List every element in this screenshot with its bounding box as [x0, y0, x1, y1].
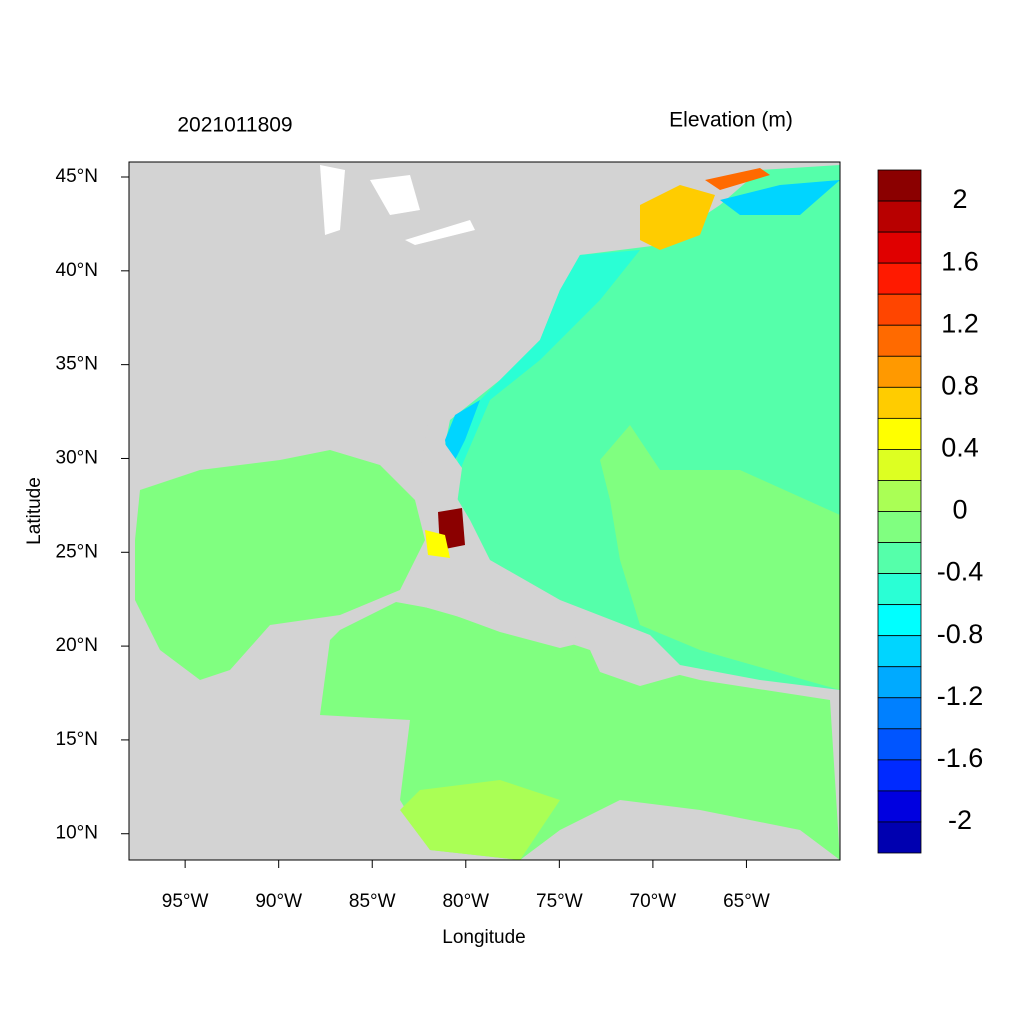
colorbar-box: [877, 604, 922, 637]
colorbar-box: [877, 542, 922, 574]
colorbar-box: [877, 200, 922, 233]
open-ocean: [600, 425, 840, 690]
colorbar-label: 0: [952, 495, 967, 525]
florida-bay: [425, 530, 450, 558]
cuba: [385, 588, 585, 648]
x-tick-label: 85°W: [349, 891, 396, 912]
colorbar-box: [877, 666, 922, 699]
x-tick-label: 80°W: [442, 891, 489, 912]
y-tick-label: 20°N: [56, 635, 98, 656]
colorbar-box: [877, 231, 922, 264]
title-left: 2021011809: [177, 114, 292, 137]
lake-erie: [405, 220, 475, 245]
x-tick-label: 95°W: [162, 891, 209, 912]
colorbar-label: -2: [948, 805, 972, 835]
shelf-south: [400, 780, 560, 860]
lake-huron: [370, 175, 420, 215]
y-axis-label: Latitude: [24, 477, 45, 545]
colorbar-label: -1.6: [937, 743, 984, 773]
lake-michigan: [320, 165, 345, 235]
colorbar-box: [877, 262, 922, 295]
hispaniola: [590, 650, 690, 686]
map-area: [128, 161, 841, 861]
colorbar-box: [877, 511, 922, 543]
colorbar-box: [877, 635, 922, 668]
title-right: Elevation (m): [669, 109, 793, 132]
x-tick-label: 90°W: [255, 891, 302, 912]
colorbar-box: [877, 386, 922, 419]
colorbar-box: [877, 449, 922, 481]
scotian-shelf: [720, 180, 840, 215]
gulf-of-mexico: [135, 450, 425, 680]
y-tick-label: 10°N: [56, 823, 98, 844]
colorbar-label: 2: [952, 184, 967, 214]
colorbar-box: [877, 480, 922, 512]
y-tick-label: 35°N: [56, 354, 98, 375]
x-axis-label: Longitude: [442, 927, 525, 948]
x-tick-label: 65°W: [723, 891, 770, 912]
colorbar-box: [877, 324, 922, 357]
coastal-low: [445, 400, 480, 470]
colorbar-box: [877, 759, 922, 792]
colorbar-label: -0.4: [937, 557, 984, 587]
colorbar-label: 0.8: [941, 370, 979, 400]
colorbar-label: -1.2: [937, 681, 984, 711]
colorbar-box: [877, 417, 922, 450]
colorbar-label: -0.8: [937, 619, 984, 649]
bay-of-fundy: [705, 168, 770, 190]
y-tick-label: 15°N: [56, 729, 98, 750]
coastal-band: [450, 250, 640, 470]
colorbar-box: [877, 821, 922, 854]
colorbar-label: 0.4: [941, 433, 979, 463]
y-tick-label: 30°N: [56, 447, 98, 468]
colorbar-box: [877, 293, 922, 326]
colorbar-label: 1.6: [941, 246, 979, 276]
y-tick-label: 25°N: [56, 541, 98, 562]
colorbar-box: [877, 728, 922, 761]
map-frame: [128, 161, 841, 861]
colorbar-box: [877, 697, 922, 730]
y-tick-label: 45°N: [56, 166, 98, 187]
colorbar-box: [877, 790, 922, 823]
colorbar-box: [877, 355, 922, 388]
x-tick-label: 75°W: [536, 891, 583, 912]
colorbar-box: [877, 573, 922, 606]
x-tick-label: 70°W: [630, 891, 677, 912]
colorbar-label: 1.2: [941, 308, 979, 338]
colorbar-box: [877, 169, 922, 202]
gulf-of-maine: [640, 185, 715, 250]
y-tick-label: 40°N: [56, 260, 98, 281]
